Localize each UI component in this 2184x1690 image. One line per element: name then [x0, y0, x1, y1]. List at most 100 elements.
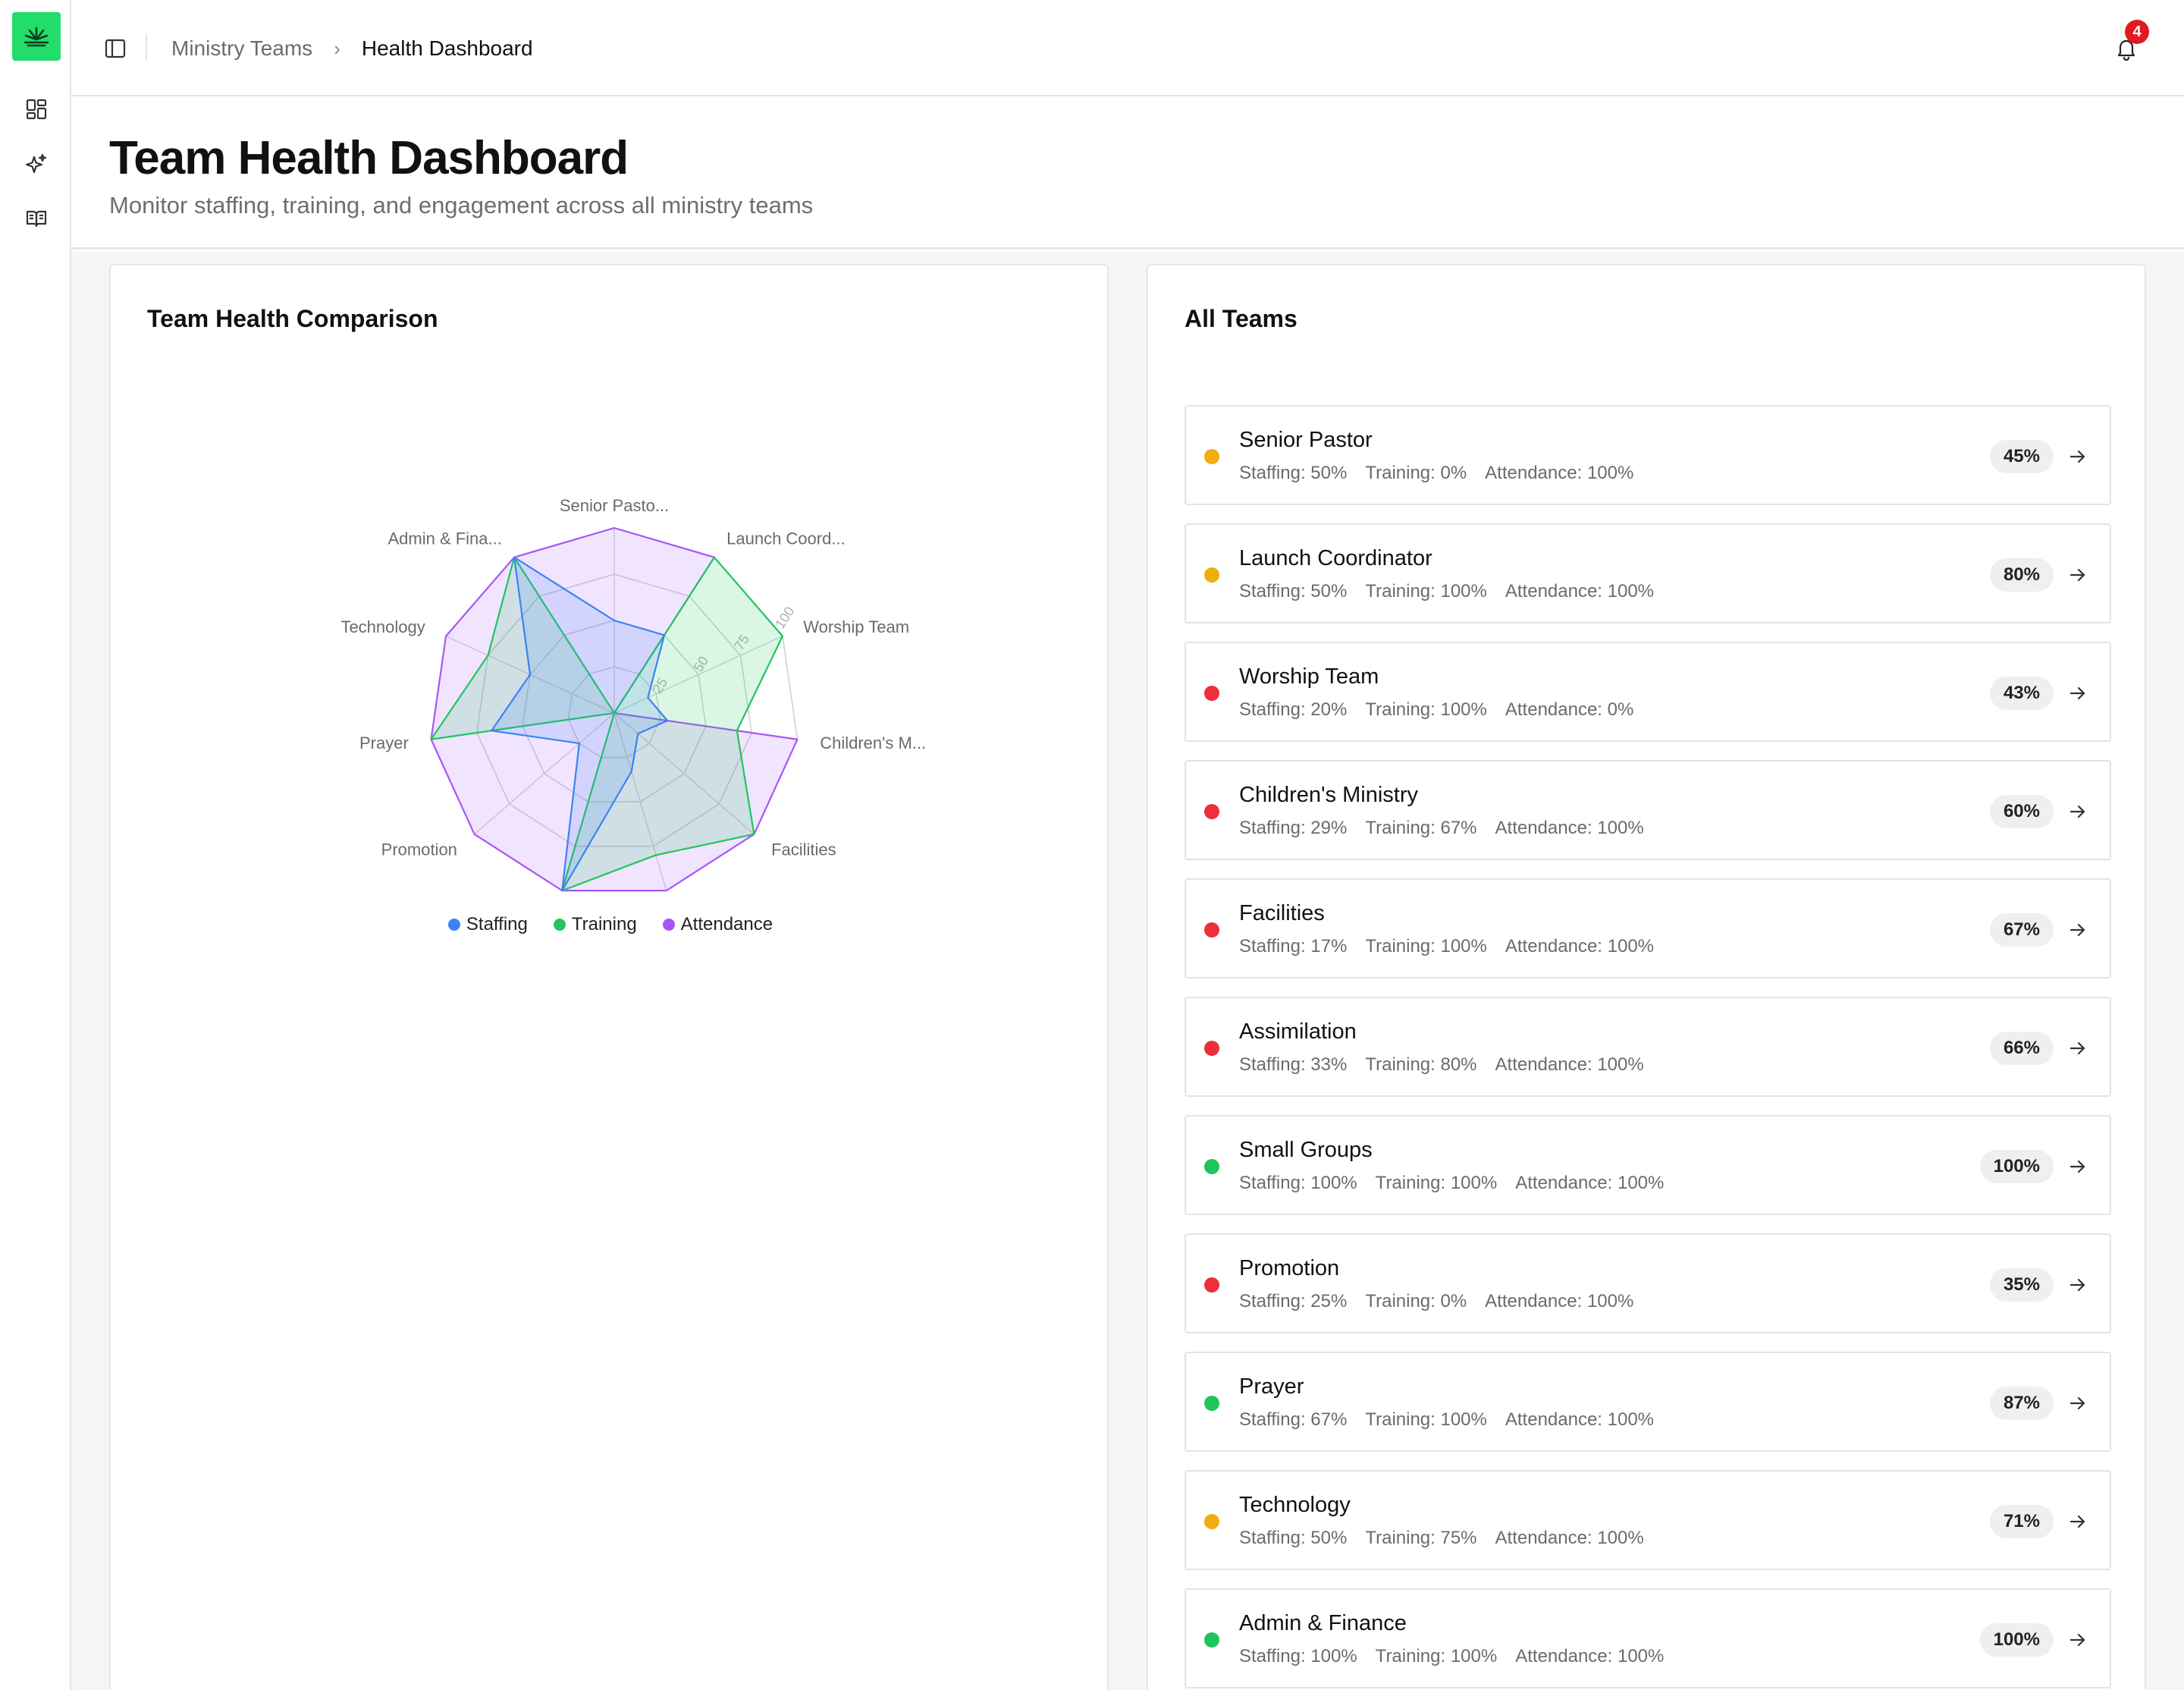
- team-row[interactable]: Worship Team Staffing: 20% Training: 100% A…: [1185, 642, 2111, 742]
- top-bar: Ministry Teams › Health Dashboard 4: [71, 0, 2184, 96]
- training-stat: Training: 100%: [1375, 1646, 1498, 1666]
- radar-grid-ring: [476, 573, 752, 847]
- team-stats: Staffing: 17% Training: 100% Attendance: 1…: [1239, 936, 1654, 957]
- breadcrumb-ministry-teams[interactable]: Ministry Teams: [171, 36, 313, 60]
- arrow-right-icon[interactable]: [2064, 1508, 2091, 1535]
- attendance-stat: Attendance: 100%: [1495, 1528, 1644, 1548]
- team-row[interactable]: Assimilation Staffing: 33% Training: 80% At…: [1185, 997, 2111, 1097]
- staffing-stat: Staffing: 25%: [1239, 1291, 1348, 1311]
- health-score-badge: 43%: [1989, 677, 2054, 710]
- team-row[interactable]: Admin & Finance Staffing: 100% Training: 1…: [1185, 1588, 2111, 1688]
- arrow-right-icon[interactable]: [2064, 680, 2091, 707]
- arrow-right-icon[interactable]: [2064, 443, 2091, 470]
- training-stat: Training: 100%: [1365, 1409, 1487, 1430]
- radar-grid-ring: [567, 666, 661, 759]
- app-logo[interactable]: [12, 12, 61, 61]
- radar-series-training: [430, 556, 784, 892]
- page-header: Team Health Dashboard Monitor staffing, …: [71, 98, 2184, 250]
- attendance-stat: Attendance: 0%: [1505, 699, 1634, 720]
- team-stats: Staffing: 20% Training: 100% Attendance: 0…: [1239, 699, 1633, 721]
- status-dot: [1204, 1514, 1219, 1529]
- team-row[interactable]: Senior Pastor Staffing: 50% Training: 0% At…: [1185, 405, 2111, 505]
- status-dot: [1204, 1041, 1219, 1056]
- team-name: Launch Coordinator: [1239, 546, 1432, 570]
- radar-axis-label: Technology: [340, 617, 425, 636]
- content-area: Team Health Comparison 25 50 75 100 Senior P…: [71, 252, 2184, 1690]
- staffing-stat: Staffing: 29%: [1239, 818, 1348, 838]
- arrow-right-icon[interactable]: [2064, 1271, 2091, 1299]
- legend-item-attendance[interactable]: Attendance: [662, 914, 773, 935]
- team-health-comparison-card: Team Health Comparison 25 50 75 100 Senior P…: [109, 264, 1109, 1690]
- comparison-card-title: Team Health Comparison: [147, 305, 438, 332]
- arrow-right-icon[interactable]: [2064, 1035, 2091, 1062]
- staffing-stat: Staffing: 100%: [1239, 1173, 1357, 1193]
- attendance-stat: Attendance: 100%: [1505, 581, 1655, 602]
- sunrise-logo-icon: [24, 27, 49, 47]
- team-row[interactable]: Children's Ministry Staffing: 29% Training…: [1185, 760, 2111, 860]
- radar-spoke: [474, 712, 615, 835]
- health-score-badge: 67%: [1989, 913, 2054, 947]
- attendance-stat: Attendance: 100%: [1515, 1173, 1665, 1193]
- arrow-right-icon[interactable]: [2064, 798, 2091, 825]
- staffing-stat: Staffing: 50%: [1239, 463, 1348, 483]
- legend-label: Staffing: [466, 914, 528, 935]
- team-row[interactable]: Prayer Staffing: 67% Training: 100% Attenda…: [1185, 1352, 2111, 1452]
- radar-axis-label: Senior Pasto...: [560, 496, 669, 515]
- arrow-right-icon[interactable]: [2064, 916, 2091, 944]
- team-name: Worship Team: [1239, 664, 1379, 689]
- docs-nav-button[interactable]: [18, 200, 55, 237]
- team-stats: Staffing: 50% Training: 0% Attendance: 100…: [1239, 463, 1633, 484]
- all-teams-card: All Teams Senior Pastor Staffing: 50% Trai…: [1147, 264, 2146, 1690]
- arrow-right-icon[interactable]: [2064, 561, 2091, 589]
- staffing-stat: Staffing: 50%: [1239, 581, 1348, 602]
- status-dot: [1204, 1632, 1219, 1648]
- team-stats: Staffing: 67% Training: 100% Attendance: 1…: [1239, 1409, 1654, 1431]
- radar-axis-label: Worship Team: [803, 617, 909, 636]
- all-teams-title: All Teams: [1185, 305, 1298, 332]
- staffing-stat: Staffing: 100%: [1239, 1646, 1357, 1666]
- team-name: Prayer: [1239, 1374, 1304, 1399]
- team-row[interactable]: Small Groups Staffing: 100% Training: 100%…: [1185, 1115, 2111, 1215]
- legend-item-training[interactable]: Training: [553, 914, 637, 935]
- team-row[interactable]: Technology Staffing: 50% Training: 75% Atte…: [1185, 1470, 2111, 1570]
- team-stats: Staffing: 50% Training: 100% Attendance: 1…: [1239, 581, 1654, 602]
- team-stats: Staffing: 50% Training: 75% Attendance: 10…: [1239, 1528, 1644, 1549]
- team-row[interactable]: Facilities Staffing: 17% Training: 100% Att…: [1185, 878, 2111, 979]
- health-score-badge: 60%: [1989, 795, 2054, 828]
- legend-dot: [553, 919, 566, 931]
- team-name: Senior Pastor: [1239, 428, 1373, 452]
- training-stat: Training: 100%: [1365, 936, 1487, 957]
- team-stats: Staffing: 33% Training: 80% Attendance: 10…: [1239, 1054, 1644, 1076]
- attendance-stat: Attendance: 100%: [1505, 1409, 1655, 1430]
- chart-legend: Staffing Training Attendance: [111, 914, 1110, 935]
- health-score-badge: 87%: [1989, 1387, 2054, 1420]
- sidebar-toggle-button[interactable]: [97, 30, 133, 67]
- status-dot: [1204, 922, 1219, 938]
- team-stats: Staffing: 25% Training: 0% Attendance: 100…: [1239, 1291, 1633, 1312]
- staffing-stat: Staffing: 50%: [1239, 1528, 1348, 1548]
- team-row[interactable]: Promotion Staffing: 25% Training: 0% Attend…: [1185, 1233, 2111, 1333]
- health-score-badge: 35%: [1989, 1268, 2054, 1302]
- notifications-button[interactable]: 4: [2108, 20, 2149, 67]
- attendance-stat: Attendance: 100%: [1505, 936, 1655, 957]
- legend-label: Training: [571, 914, 637, 935]
- team-row[interactable]: Launch Coordinator Staffing: 50% Training:…: [1185, 523, 2111, 624]
- arrow-right-icon[interactable]: [2064, 1390, 2091, 1417]
- notification-count-badge: 4: [2125, 20, 2149, 44]
- radar-axis-label: Facilities: [771, 840, 836, 859]
- training-stat: Training: 67%: [1365, 818, 1477, 838]
- arrow-right-icon[interactable]: [2064, 1626, 2091, 1654]
- training-stat: Training: 75%: [1365, 1528, 1477, 1548]
- ai-nav-button[interactable]: [18, 146, 55, 182]
- legend-item-staffing[interactable]: Staffing: [447, 914, 528, 935]
- arrow-right-icon[interactable]: [2064, 1153, 2091, 1180]
- dashboard-nav-button[interactable]: [18, 91, 55, 127]
- topbar-divider: [146, 35, 147, 61]
- radar-spoke: [613, 635, 783, 714]
- training-stat: Training: 0%: [1365, 1291, 1467, 1311]
- radar-axis-label: Prayer: [359, 733, 409, 752]
- team-list: Senior Pastor Staffing: 50% Training: 0% At…: [1185, 405, 2111, 1690]
- page-title: Team Health Dashboard: [109, 132, 629, 184]
